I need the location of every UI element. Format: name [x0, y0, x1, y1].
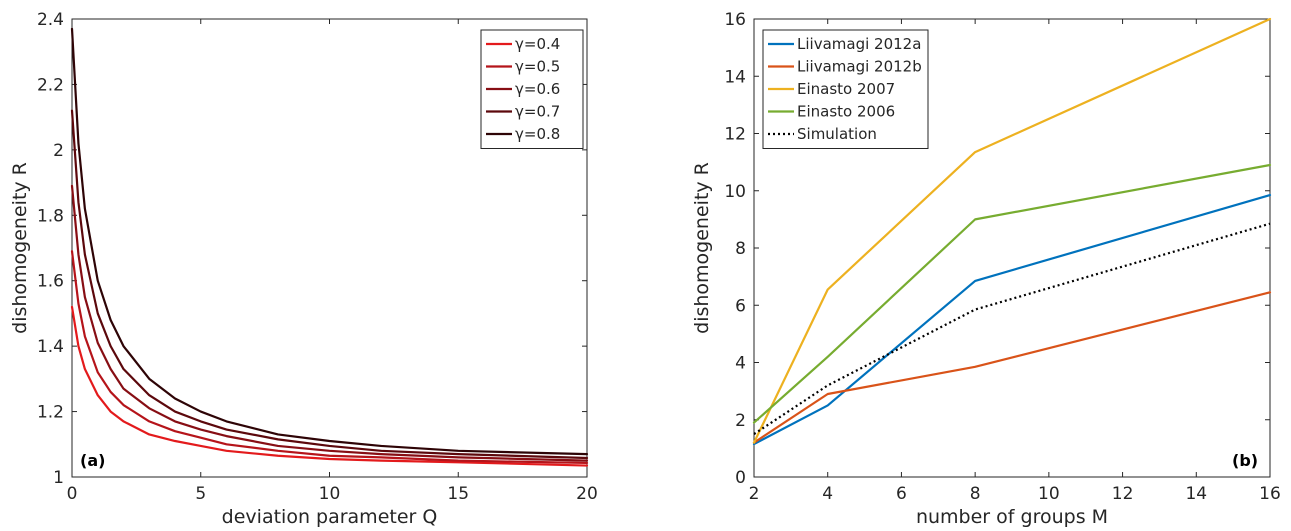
y-axis-label: dishomogeneity R: [691, 162, 713, 334]
legend: Liivamagi 2012a Liivamagi 2012b Einasto 20…: [762, 29, 929, 149]
y-tick-label: 8: [735, 239, 746, 259]
series-line-0: [752, 193, 1272, 446]
x-tick-label: 20: [576, 484, 598, 504]
series-line-3: [70, 109, 589, 460]
legend-entry-1: Liivamagi 2012b: [797, 58, 922, 76]
legend-entry-4: Simulation: [797, 125, 877, 143]
series-line-3: [752, 163, 1272, 424]
series-line-2: [752, 17, 1272, 444]
x-tick-label: 2: [749, 484, 760, 504]
y-tick-label: 2: [53, 141, 64, 161]
panel-a: 0 5 10 15 20 1 1.2 1.4 1.6 1.8 2 2.2 2.4 deviation pa…: [9, 10, 598, 528]
x-tick-label: 8: [970, 484, 981, 504]
x-tick-label: 6: [896, 484, 907, 504]
y-tick-label: 1.6: [37, 272, 64, 292]
legend: γ=0.4 γ=0.5 γ=0.6 γ=0.7 γ=0.8: [480, 29, 584, 149]
x-tick-label: 10: [319, 484, 341, 504]
legend-entry-0: Liivamagi 2012a: [797, 35, 921, 53]
panel-label: (b): [1232, 451, 1258, 470]
series-line-2: [70, 184, 589, 462]
x-tick-label: 16: [1259, 484, 1281, 504]
y-tick-label: 16: [724, 10, 746, 30]
y-tick-label: 14: [724, 67, 746, 87]
x-tick-label: 0: [67, 484, 78, 504]
x-axis-label: number of groups M: [916, 506, 1108, 528]
series-line-4: [753, 222, 1271, 435]
x-tick-label: 14: [1185, 484, 1207, 504]
series-line-1: [70, 250, 589, 465]
y-tick-label: 2.2: [37, 75, 64, 95]
y-tick-label: 1.4: [37, 337, 64, 357]
y-tick-label: 2: [735, 411, 746, 431]
legend-entry-3: γ=0.7: [515, 103, 560, 121]
y-tick-label: 1.2: [37, 403, 64, 423]
series-line-0: [70, 305, 589, 467]
x-tick-label: 12: [1112, 484, 1134, 504]
legend-entry-1: γ=0.5: [515, 58, 560, 76]
legend-box: [480, 29, 584, 149]
y-tick-label: 6: [735, 296, 746, 316]
y-tick-label: 1: [53, 468, 64, 488]
y-tick-label: 1.8: [37, 206, 64, 226]
legend-entry-2: Einasto 2007: [797, 80, 895, 98]
y-tick-label: 12: [724, 125, 746, 145]
x-tick-label: 15: [447, 484, 469, 504]
panel-label: (a): [80, 451, 105, 470]
x-tick-label: 4: [822, 484, 833, 504]
x-tick-label: 5: [195, 484, 206, 504]
y-tick-label: 4: [735, 354, 746, 374]
y-tick-label: 2.4: [37, 10, 64, 30]
x-axis-label: deviation parameter Q: [222, 506, 438, 528]
legend-entry-3: Einasto 2006: [797, 103, 895, 121]
y-tick-label: 10: [724, 182, 746, 202]
series-line-4: [70, 27, 589, 456]
series-line-1: [752, 291, 1272, 444]
legend-entry-2: γ=0.6: [515, 80, 560, 98]
y-axis-label: dishomogeneity R: [9, 162, 31, 334]
y-tick-label: 0: [735, 468, 746, 488]
x-tick-label: 10: [1038, 484, 1060, 504]
legend-entry-0: γ=0.4: [515, 35, 560, 53]
legend-entry-4: γ=0.8: [515, 125, 560, 143]
